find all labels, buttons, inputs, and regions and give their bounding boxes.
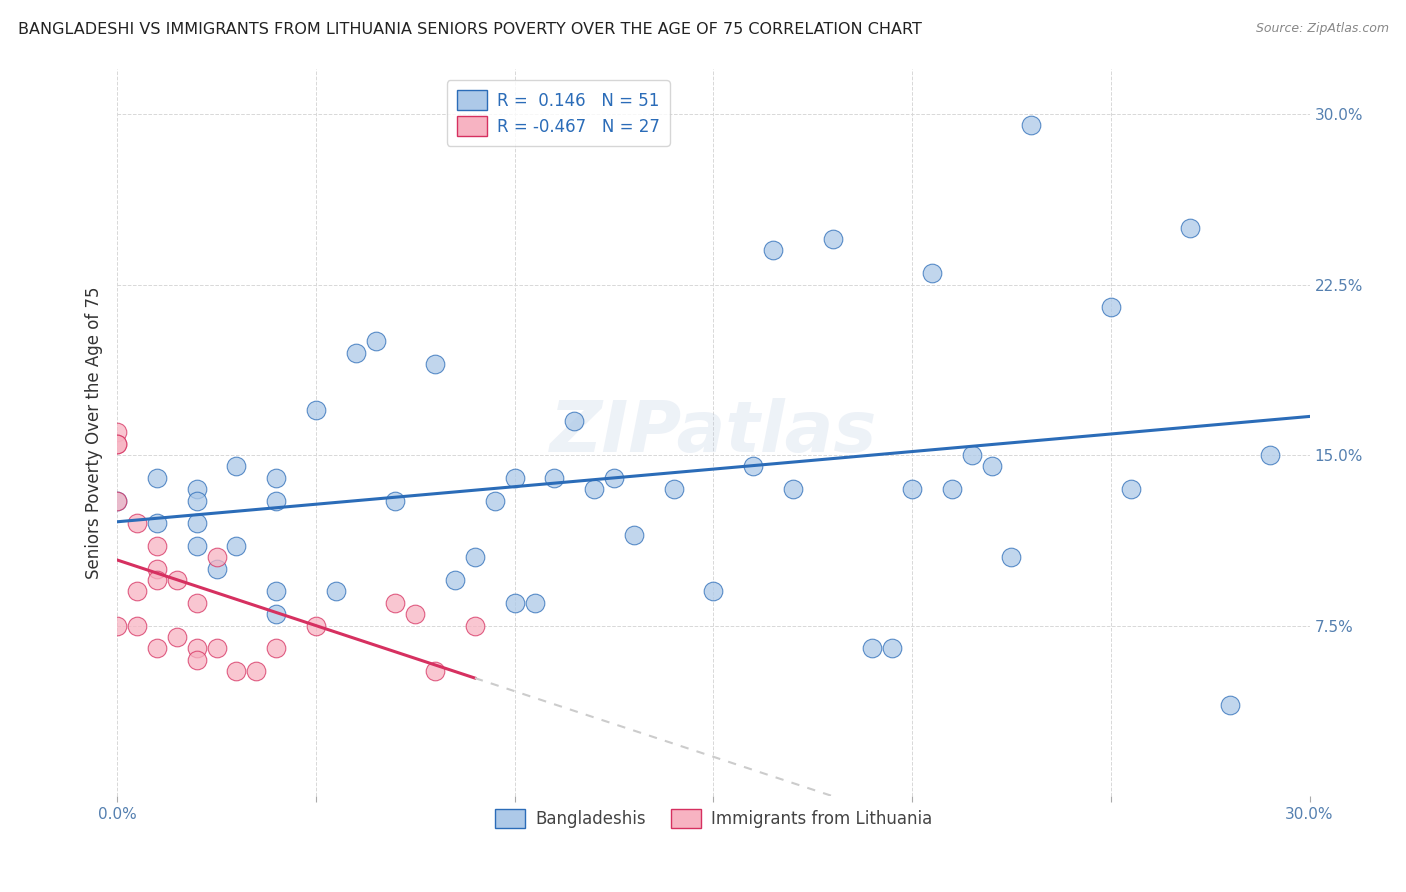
- Point: [344, 345, 367, 359]
- Point: [583, 482, 606, 496]
- Point: [146, 516, 169, 531]
- Point: [245, 664, 267, 678]
- Point: [444, 573, 467, 587]
- Point: [186, 539, 208, 553]
- Point: [146, 641, 169, 656]
- Point: [464, 550, 486, 565]
- Point: [742, 459, 765, 474]
- Point: [404, 607, 426, 622]
- Point: [105, 493, 128, 508]
- Point: [325, 584, 347, 599]
- Point: [225, 664, 247, 678]
- Point: [105, 425, 128, 440]
- Point: [105, 618, 128, 632]
- Point: [305, 618, 328, 632]
- Point: [960, 448, 983, 462]
- Point: [543, 471, 565, 485]
- Point: [484, 493, 506, 508]
- Point: [225, 539, 247, 553]
- Point: [125, 516, 148, 531]
- Point: [146, 573, 169, 587]
- Point: [1021, 119, 1043, 133]
- Point: [105, 436, 128, 450]
- Point: [384, 493, 406, 508]
- Point: [225, 459, 247, 474]
- Point: [1258, 448, 1281, 462]
- Point: [503, 471, 526, 485]
- Point: [105, 436, 128, 450]
- Point: [423, 357, 446, 371]
- Point: [105, 493, 128, 508]
- Point: [562, 414, 585, 428]
- Point: [782, 482, 804, 496]
- Point: [423, 664, 446, 678]
- Text: BANGLADESHI VS IMMIGRANTS FROM LITHUANIA SENIORS POVERTY OVER THE AGE OF 75 CORR: BANGLADESHI VS IMMIGRANTS FROM LITHUANIA…: [18, 22, 922, 37]
- Point: [1119, 482, 1142, 496]
- Y-axis label: Seniors Poverty Over the Age of 75: Seniors Poverty Over the Age of 75: [86, 286, 103, 579]
- Point: [186, 596, 208, 610]
- Point: [264, 493, 287, 508]
- Point: [305, 402, 328, 417]
- Point: [503, 596, 526, 610]
- Point: [1180, 220, 1202, 235]
- Point: [186, 653, 208, 667]
- Point: [205, 550, 228, 565]
- Point: [921, 266, 943, 280]
- Point: [623, 527, 645, 541]
- Point: [901, 482, 924, 496]
- Point: [264, 607, 287, 622]
- Point: [166, 630, 188, 644]
- Point: [186, 482, 208, 496]
- Point: [205, 641, 228, 656]
- Point: [125, 584, 148, 599]
- Point: [205, 562, 228, 576]
- Text: ZIPatlas: ZIPatlas: [550, 398, 877, 467]
- Point: [186, 516, 208, 531]
- Text: Source: ZipAtlas.com: Source: ZipAtlas.com: [1256, 22, 1389, 36]
- Point: [702, 584, 724, 599]
- Point: [125, 618, 148, 632]
- Point: [186, 493, 208, 508]
- Point: [384, 596, 406, 610]
- Point: [264, 584, 287, 599]
- Point: [146, 539, 169, 553]
- Legend: Bangladeshis, Immigrants from Lithuania: Bangladeshis, Immigrants from Lithuania: [488, 803, 938, 835]
- Point: [1099, 300, 1122, 314]
- Point: [364, 334, 387, 349]
- Point: [882, 641, 904, 656]
- Point: [941, 482, 963, 496]
- Point: [1219, 698, 1241, 713]
- Point: [662, 482, 685, 496]
- Point: [821, 232, 844, 246]
- Point: [464, 618, 486, 632]
- Point: [166, 573, 188, 587]
- Point: [762, 244, 785, 258]
- Point: [860, 641, 883, 656]
- Point: [264, 471, 287, 485]
- Point: [264, 641, 287, 656]
- Point: [1000, 550, 1022, 565]
- Point: [146, 562, 169, 576]
- Point: [980, 459, 1002, 474]
- Point: [146, 471, 169, 485]
- Point: [603, 471, 626, 485]
- Point: [523, 596, 546, 610]
- Point: [186, 641, 208, 656]
